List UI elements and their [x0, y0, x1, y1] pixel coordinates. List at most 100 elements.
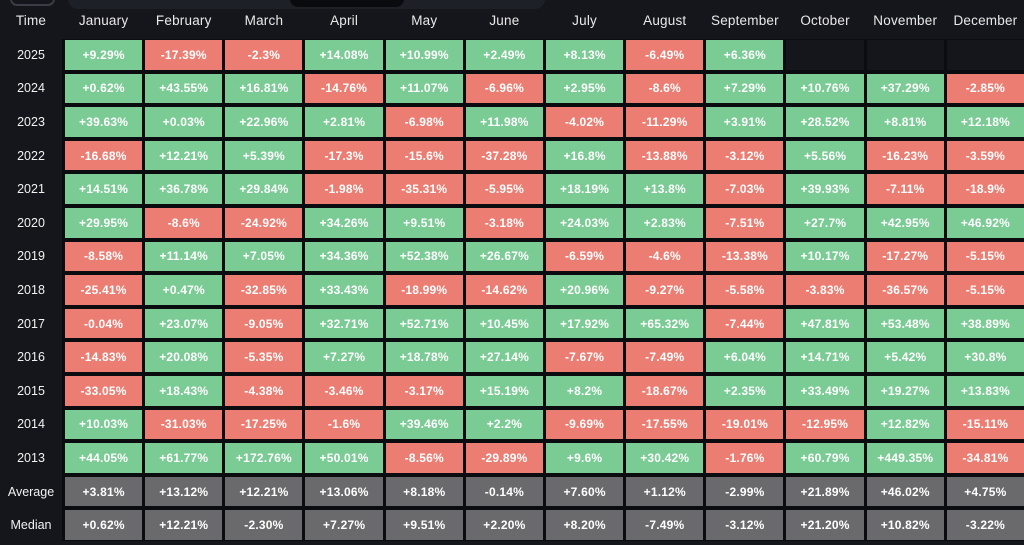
cell-2016-december: +30.8% [946, 342, 1024, 372]
cell-2024-june: -6.96% [465, 73, 543, 104]
cell-2020-january: +29.95% [65, 207, 143, 238]
cell-2016-april: +7.27% [305, 342, 383, 372]
cell-2018-march: -32.85% [225, 275, 303, 305]
cell-median-october: +21.20% [786, 510, 864, 540]
cell-2015-april: -3.46% [305, 375, 383, 406]
cell-average-november: +46.02% [866, 476, 944, 507]
column-header-september: September [710, 12, 779, 28]
cell-2024-january: +0.62% [65, 73, 143, 104]
cell-empty [946, 40, 1024, 70]
cell-2019-october: +10.17% [786, 241, 864, 272]
column-header-october: October [800, 12, 850, 28]
cell-2015-november: +19.27% [866, 375, 944, 406]
cell-2016-november: +5.42% [866, 342, 944, 372]
cell-2016-june: +27.14% [465, 342, 543, 372]
table-row-2015: 2015 -33.05% +18.43% -4.38% -3.46% -3.17% +15.… [0, 375, 1024, 406]
table-row-2025: 2025 +9.29% -17.39% -2.3% +14.08% +10.99% +2.4… [0, 40, 1024, 70]
cell-2013-july: +9.6% [545, 443, 624, 473]
top-tab-bar-partial[interactable] [68, 0, 545, 9]
cell-2013-january: +44.05% [65, 443, 143, 473]
table-row-2023: 2023 +39.63% +0.03% +22.96% +2.81% -6.98% +11.… [0, 107, 1024, 137]
row-label-2014: 2014 [17, 417, 45, 432]
row-label-2024: 2024 [17, 81, 45, 96]
cell-2025-february: -17.39% [145, 40, 223, 70]
cell-2022-october: +5.56% [786, 140, 864, 171]
cell-2022-may: -15.6% [385, 140, 463, 171]
cell-median-december: -3.22% [946, 510, 1024, 540]
cell-2021-march: +29.84% [225, 174, 303, 204]
cell-2024-october: +10.76% [786, 73, 864, 104]
cell-2024-april: -14.76% [305, 73, 383, 104]
heatmap-body: 2025 +9.29% -17.39% -2.3% +14.08% +10.99% +2.4… [0, 39, 1024, 541]
active-tab-pill[interactable] [290, 0, 404, 7]
table-row-2024: 2024 +0.62% +43.55% +16.81% -14.76% +11.07% -6… [0, 73, 1024, 104]
cell-2017-december: +38.89% [946, 308, 1024, 339]
cell-2022-february: +12.21% [145, 140, 223, 171]
cell-2018-august: -9.27% [626, 275, 704, 305]
cell-2014-june: +2.2% [465, 409, 543, 440]
cell-2025-september: +6.36% [706, 40, 784, 70]
cell-median-may: +9.51% [385, 510, 463, 540]
cell-2013-february: +61.77% [145, 443, 223, 473]
cell-2019-july: -6.59% [545, 241, 624, 272]
column-header-time: Time [15, 12, 47, 28]
cell-2018-november: -36.57% [866, 275, 944, 305]
cell-2019-august: -4.6% [626, 241, 704, 272]
table-row-2014: 2014 +10.03% -31.03% -17.25% -1.6% +39.46% +2.… [0, 409, 1024, 440]
cell-2021-september: -7.03% [706, 174, 784, 204]
cell-2019-november: -17.27% [866, 241, 944, 272]
cell-median-august: -7.49% [626, 510, 704, 540]
cell-2018-february: +0.47% [145, 275, 223, 305]
cell-2021-may: -35.31% [385, 174, 463, 204]
cell-2024-august: -8.6% [626, 73, 704, 104]
cell-2018-january: -25.41% [65, 275, 143, 305]
cell-2023-august: -11.29% [626, 107, 704, 137]
column-header-january: January [78, 12, 129, 28]
column-header-april: April [330, 12, 359, 28]
cell-2024-march: +16.81% [225, 73, 303, 104]
cell-2022-november: -16.23% [866, 140, 944, 171]
cell-2018-october: -3.83% [786, 275, 864, 305]
cell-2024-september: +7.29% [706, 73, 784, 104]
cell-2023-january: +39.63% [65, 107, 143, 137]
cell-2017-july: +17.92% [545, 308, 624, 339]
cell-2019-april: +34.36% [305, 241, 383, 272]
cell-2016-may: +18.78% [385, 342, 463, 372]
cell-2021-april: -1.98% [305, 174, 383, 204]
cell-2020-may: +9.51% [385, 207, 463, 238]
cell-median-march: -2.30% [225, 510, 303, 540]
cell-2022-january: -16.68% [65, 140, 143, 171]
cell-2016-october: +14.71% [786, 342, 864, 372]
cell-2013-august: +30.42% [626, 443, 704, 473]
cell-2019-february: +11.14% [145, 241, 223, 272]
column-header-november: November [873, 12, 938, 28]
cell-2017-january: -0.04% [65, 308, 143, 339]
cell-empty [786, 40, 864, 70]
column-header-february: February [155, 12, 212, 28]
table-row-2018: 2018 -25.41% +0.47% -32.85% +33.43% -18.99% -1… [0, 275, 1024, 305]
cell-2017-february: +23.07% [145, 308, 223, 339]
cell-average-december: +4.75% [946, 476, 1024, 507]
cell-average-may: +8.18% [385, 476, 463, 507]
row-label-2020: 2020 [17, 215, 45, 230]
row-label-2015: 2015 [17, 383, 45, 398]
table-row-2020: 2020 +29.95% -8.6% -24.92% +34.26% +9.51% -3.1… [0, 207, 1024, 238]
row-label-2016: 2016 [17, 350, 45, 365]
column-header-august: August [643, 12, 687, 28]
cell-2013-june: -29.89% [465, 443, 543, 473]
cell-2023-june: +11.98% [465, 107, 543, 137]
column-header-december: December [953, 12, 1018, 28]
cell-2014-april: -1.6% [305, 409, 383, 440]
cell-2019-december: -5.15% [946, 241, 1024, 272]
cell-2020-february: -8.6% [145, 207, 223, 238]
cell-2014-august: -17.55% [626, 409, 704, 440]
cell-2020-november: +42.95% [866, 207, 944, 238]
cell-2015-october: +33.49% [786, 375, 864, 406]
cell-2016-september: +6.04% [706, 342, 784, 372]
row-label-2019: 2019 [17, 249, 45, 264]
cell-2016-february: +20.08% [145, 342, 223, 372]
cell-average-april: +13.06% [305, 476, 383, 507]
cell-2015-march: -4.38% [225, 375, 303, 406]
column-header-july: July [572, 12, 597, 28]
cell-2025-june: +2.49% [465, 40, 543, 70]
